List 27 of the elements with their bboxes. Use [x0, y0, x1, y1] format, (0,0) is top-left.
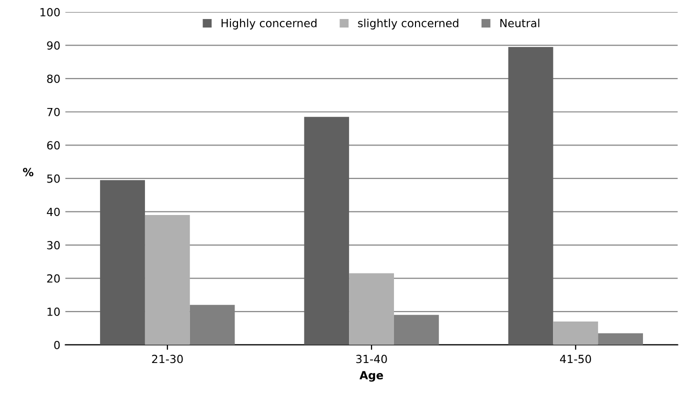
y-tick-label: 80 — [47, 74, 60, 83]
y-tick-label: 60 — [47, 141, 60, 150]
y-axis-title: % — [22, 168, 34, 176]
x-tick-label: 41-50 — [560, 354, 592, 364]
bar — [553, 322, 598, 345]
y-tick-label: 20 — [47, 274, 60, 283]
y-tick-label: 50 — [47, 174, 60, 183]
y-tick-label: 90 — [47, 41, 60, 50]
x-tick-label: 31-40 — [356, 354, 387, 364]
legend-label: Neutral — [500, 18, 540, 28]
x-axis-title: Age — [360, 371, 384, 382]
y-tick-label: 100 — [40, 8, 60, 16]
y-tick-label: 10 — [48, 308, 60, 316]
bar — [144, 215, 190, 345]
bar — [304, 116, 350, 345]
bar — [508, 46, 554, 345]
bar — [100, 180, 145, 345]
legend-label: slightly concerned — [358, 18, 458, 30]
y-tick-label: 0 — [54, 340, 60, 350]
y-tick-label: 40 — [46, 208, 60, 216]
x-tick-label: 21-30 — [152, 354, 183, 364]
y-tick-label: 70 — [47, 108, 60, 116]
legend-label: Highly concerned — [222, 18, 316, 30]
bar — [349, 273, 394, 345]
bar — [394, 314, 439, 345]
y-tick-label: 30 — [47, 240, 60, 250]
bar — [598, 333, 643, 345]
